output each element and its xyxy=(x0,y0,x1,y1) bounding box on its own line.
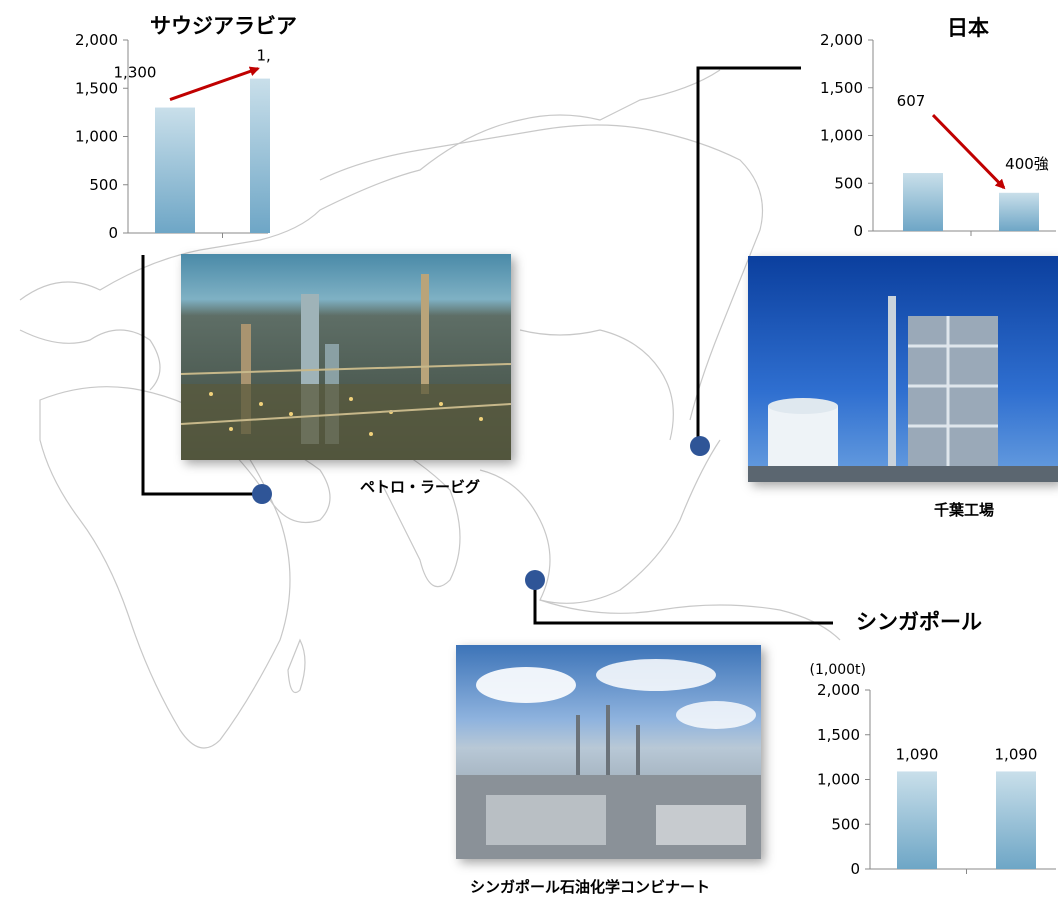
caption-singapore-complex: シンガポール石油化学コンビナート xyxy=(470,878,711,896)
y-tick-label: 500 xyxy=(89,176,118,194)
map-outline-indonesia xyxy=(539,599,841,641)
connector-saudi xyxy=(141,255,262,496)
photo-chiba xyxy=(748,256,1058,482)
y-tick-label: 0 xyxy=(853,222,863,240)
y-tick-label: 2,000 xyxy=(820,31,863,49)
bar xyxy=(996,771,1036,869)
y-tick-label: 0 xyxy=(850,860,860,878)
connector-japan xyxy=(696,66,801,446)
bar xyxy=(250,78,270,233)
caption-petro-rabigh: ペトロ・ラービグ xyxy=(360,478,481,496)
map-outline-siberia xyxy=(319,124,764,421)
photo-petro-rabigh xyxy=(181,254,511,460)
value-label: 1,300 xyxy=(114,64,157,82)
location-dot-saudi xyxy=(252,484,272,504)
y-tick-label: 2,000 xyxy=(817,681,860,699)
bar xyxy=(903,173,943,231)
y-tick-label: 1,500 xyxy=(817,726,860,744)
y-tick-label: 1,000 xyxy=(75,128,118,146)
y-tick-label: 0 xyxy=(108,224,118,238)
map-outline-europe xyxy=(19,69,721,301)
connector-singapore xyxy=(533,580,833,625)
complex-illustration xyxy=(456,659,761,859)
location-dot-japan xyxy=(690,436,710,456)
y-tick-label: 1,500 xyxy=(75,79,118,97)
bar xyxy=(155,107,195,233)
bar xyxy=(999,192,1039,231)
map-outline-madagascar xyxy=(287,638,306,694)
bar xyxy=(897,771,937,869)
title-singapore: シンガポール xyxy=(856,610,982,634)
value-label: 1,090 xyxy=(995,745,1038,763)
photo-singapore xyxy=(456,645,761,859)
trend-arrow xyxy=(169,66,260,101)
y-tick-label: 500 xyxy=(831,815,860,833)
value-label: 607 xyxy=(897,92,926,110)
location-dot-singapore xyxy=(525,570,545,590)
title-saudi: サウジアラビア xyxy=(150,14,297,38)
map-outline-india xyxy=(379,439,461,588)
value-label: 1,600 xyxy=(257,47,270,65)
value-label: 1,090 xyxy=(896,745,939,763)
trend-arrow xyxy=(931,113,1006,190)
plant-illustration xyxy=(748,296,1058,482)
map-outline-europe-west xyxy=(19,329,161,391)
y-tick-label: 1,000 xyxy=(817,771,860,789)
refinery-illustration xyxy=(181,274,511,460)
y-tick-label: 2,000 xyxy=(75,31,118,49)
title-japan: 日本 xyxy=(947,16,989,40)
unit-label: (1,000t) xyxy=(810,662,867,678)
y-tick-label: 1,500 xyxy=(820,79,863,97)
value-label: 400強 xyxy=(1005,155,1049,173)
y-tick-label: 1,000 xyxy=(820,127,863,145)
caption-chiba: 千葉工場 xyxy=(934,501,995,519)
chart-singapore: (1,000t) 0 500 1,000 1,500 2,000 1,090 1,090 xyxy=(810,662,1056,878)
y-tick-label: 500 xyxy=(834,174,863,192)
map-outline-china xyxy=(519,329,674,441)
map-outline-se-asia xyxy=(479,439,721,604)
